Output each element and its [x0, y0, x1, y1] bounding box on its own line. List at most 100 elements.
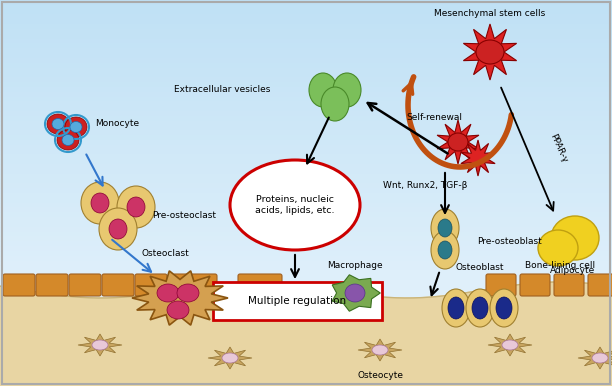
Text: Osteoblast: Osteoblast [456, 263, 504, 272]
FancyBboxPatch shape [238, 274, 282, 296]
Bar [0, 29, 612, 34]
Ellipse shape [466, 289, 494, 327]
Bar [0, 48, 612, 53]
Bar [0, 261, 612, 266]
Ellipse shape [496, 297, 512, 319]
Text: PPAR-γ: PPAR-γ [548, 132, 569, 164]
Polygon shape [208, 347, 252, 369]
Bar [0, 241, 612, 246]
Bar [0, 198, 612, 203]
Bar [0, 58, 612, 63]
Ellipse shape [448, 297, 464, 319]
Bar [0, 318, 612, 323]
Bar [0, 236, 612, 241]
Ellipse shape [157, 284, 179, 302]
Bar [0, 159, 612, 164]
Text: Bone-lining cell: Bone-lining cell [525, 261, 595, 270]
Bar [0, 111, 612, 116]
Bar [0, 14, 612, 19]
Ellipse shape [476, 40, 504, 64]
Bar [0, 266, 612, 270]
Bar [0, 149, 612, 154]
Ellipse shape [92, 340, 108, 350]
Bar [0, 116, 612, 120]
Bar [0, 154, 612, 159]
Bar [0, 44, 612, 48]
Bar [0, 280, 612, 285]
FancyBboxPatch shape [36, 274, 68, 296]
Bar [0, 275, 612, 280]
Bar [0, 68, 612, 73]
Bar [0, 343, 612, 347]
Bar [0, 328, 612, 333]
Text: Pre-osteoclast: Pre-osteoclast [152, 210, 216, 220]
FancyBboxPatch shape [3, 274, 35, 296]
Bar [0, 362, 612, 367]
Bar [0, 333, 612, 338]
Bar [0, 313, 612, 318]
Bar [0, 77, 612, 82]
FancyBboxPatch shape [486, 274, 516, 296]
Ellipse shape [167, 301, 189, 319]
Ellipse shape [551, 216, 599, 260]
Polygon shape [437, 120, 479, 164]
Bar [0, 183, 612, 188]
Ellipse shape [438, 241, 452, 259]
Polygon shape [358, 339, 402, 361]
Bar [0, 130, 612, 135]
Ellipse shape [538, 230, 578, 266]
Ellipse shape [502, 340, 518, 350]
Bar [0, 309, 612, 313]
Ellipse shape [372, 345, 388, 355]
Bar [0, 39, 612, 44]
Bar [0, 24, 612, 29]
Ellipse shape [91, 193, 109, 213]
Bar [0, 106, 612, 111]
Bar [0, 212, 612, 217]
Polygon shape [461, 140, 495, 176]
Bar [0, 299, 612, 304]
FancyBboxPatch shape [173, 274, 217, 296]
Polygon shape [132, 271, 228, 325]
Bar [0, 256, 612, 261]
Text: Self-renewal: Self-renewal [406, 113, 462, 122]
Bar [0, 101, 612, 106]
FancyBboxPatch shape [135, 274, 167, 296]
Ellipse shape [431, 231, 459, 269]
Bar [0, 120, 612, 125]
Bar [0, 352, 612, 357]
Bar [0, 304, 612, 309]
Bar [0, 208, 612, 212]
Bar [0, 169, 612, 174]
Ellipse shape [309, 73, 337, 107]
FancyBboxPatch shape [69, 274, 101, 296]
Ellipse shape [62, 134, 74, 146]
Bar [0, 73, 612, 77]
Bar [0, 323, 612, 328]
Bar [0, 294, 612, 299]
Text: Osteocyte: Osteocyte [357, 371, 403, 379]
Polygon shape [463, 24, 517, 80]
Bar [0, 188, 612, 193]
Text: Wnt, Runx2, TGF-β: Wnt, Runx2, TGF-β [383, 181, 467, 190]
Ellipse shape [222, 353, 238, 363]
Bar [0, 125, 612, 130]
Bar [0, 82, 612, 87]
Bar [0, 178, 612, 183]
Ellipse shape [127, 197, 145, 217]
Bar [0, 381, 612, 386]
Bar [0, 357, 612, 362]
Bar [0, 251, 612, 256]
Bar [0, 285, 612, 290]
Text: Osteoclast: Osteoclast [141, 249, 189, 258]
Polygon shape [332, 275, 380, 311]
Bar [0, 10, 612, 14]
FancyBboxPatch shape [213, 282, 382, 320]
Text: Macrophage: Macrophage [327, 261, 383, 270]
Ellipse shape [52, 119, 64, 129]
Bar [0, 140, 612, 145]
Bar [0, 135, 612, 140]
FancyBboxPatch shape [554, 274, 584, 296]
Bar [0, 338, 612, 343]
Ellipse shape [431, 209, 459, 247]
